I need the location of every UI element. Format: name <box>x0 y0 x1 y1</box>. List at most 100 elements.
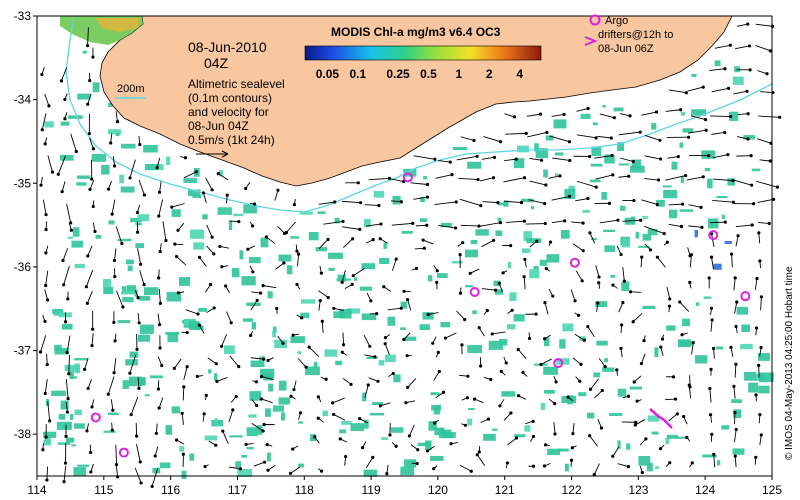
velocity-arrow <box>595 265 601 279</box>
chl-patch <box>671 161 678 170</box>
velocity-arrow <box>221 429 229 445</box>
chl-patch <box>77 464 90 467</box>
velocity-arrow <box>208 440 218 447</box>
velocity-arrow <box>369 312 379 316</box>
velocity-arrow <box>479 356 483 368</box>
chl-patch <box>378 360 385 366</box>
velocity-arrow <box>318 468 324 473</box>
velocity-arrow <box>711 130 727 135</box>
velocity-arrow <box>548 174 562 179</box>
chl-patch <box>554 152 564 156</box>
velocity-arrow <box>244 442 254 446</box>
velocity-arrow <box>291 333 300 337</box>
chl-patch <box>121 291 134 295</box>
chl-patch <box>278 380 287 391</box>
chl-patch <box>193 242 205 250</box>
chl-patch <box>666 434 678 439</box>
velocity-arrow <box>459 464 473 473</box>
chl-patch <box>43 431 57 438</box>
chl-patch <box>152 467 161 474</box>
velocity-arrow <box>40 113 47 132</box>
chl-patch <box>183 178 198 183</box>
chl-patch <box>631 159 642 169</box>
velocity-arrow <box>112 248 117 263</box>
velocity-arrow <box>87 113 91 136</box>
chl-patch <box>501 391 516 397</box>
chl-patch <box>379 257 390 265</box>
chl-patch <box>704 167 711 172</box>
chl-patch <box>92 82 100 93</box>
velocity-arrow <box>435 280 439 290</box>
velocity-arrow <box>343 237 355 248</box>
velocity-arrow <box>588 378 599 391</box>
velocity-arrow <box>475 453 486 466</box>
chl-patch <box>497 202 506 206</box>
chl-patch <box>751 168 761 172</box>
velocity-arrow <box>157 199 164 218</box>
velocity-arrow <box>277 335 285 345</box>
velocity-arrow <box>548 240 553 247</box>
velocity-arrow <box>414 246 426 250</box>
chl-patch <box>300 312 310 319</box>
velocity-arrow <box>63 112 68 121</box>
velocity-arrow <box>456 154 479 161</box>
velocity-arrow <box>134 467 143 485</box>
velocity-scale-arrow <box>196 150 229 158</box>
chl-patch <box>743 135 756 140</box>
velocity-arrow <box>527 332 532 341</box>
velocity-arrow <box>665 397 678 401</box>
coastal-chl-peak <box>95 18 140 32</box>
velocity-arrow <box>39 176 43 187</box>
chl-patch <box>622 238 630 248</box>
velocity-arrow <box>205 177 214 192</box>
chl-patch <box>400 301 408 309</box>
chl-patch <box>668 209 678 219</box>
velocity-arrow <box>481 288 498 292</box>
chl-patch <box>533 265 539 270</box>
velocity-arrow <box>639 437 648 446</box>
chl-patch <box>663 189 677 199</box>
velocity-arrow <box>593 153 614 159</box>
velocity-arrow <box>644 155 663 161</box>
chl-patch <box>71 240 84 248</box>
velocity-arrow <box>385 464 389 476</box>
chl-patch <box>724 241 732 244</box>
velocity-arrow <box>666 286 672 301</box>
chl-patch <box>514 434 526 438</box>
chl-patch <box>557 448 569 452</box>
velocity-arrow <box>44 270 49 288</box>
chl-patch <box>499 338 508 346</box>
velocity-arrow <box>43 379 48 396</box>
velocity-arrow <box>658 444 665 451</box>
chl-patch <box>74 358 88 361</box>
velocity-arrow <box>56 155 66 176</box>
velocity-arrow <box>390 200 403 204</box>
velocity-arrow <box>632 375 642 384</box>
velocity-arrow <box>158 289 163 305</box>
chl-patch <box>562 323 574 332</box>
velocity-arrow <box>225 193 229 204</box>
velocity-arrow <box>458 287 463 295</box>
chl-patch <box>465 285 474 288</box>
chl-patch <box>361 313 377 321</box>
chl-patch <box>741 324 751 332</box>
colorbar <box>304 45 542 61</box>
velocity-arrow <box>318 290 330 300</box>
velocity-arrow <box>552 157 572 163</box>
velocity-arrow <box>41 443 45 452</box>
chl-patch <box>77 175 91 179</box>
chl-patch <box>235 461 241 468</box>
chl-patch <box>613 107 624 112</box>
velocity-arrow <box>251 399 259 408</box>
velocity-arrow <box>691 340 695 355</box>
velocity-arrow <box>185 309 200 316</box>
velocity-arrow <box>666 135 691 139</box>
chl-patch <box>324 349 338 357</box>
chl-patch <box>101 164 110 175</box>
velocity-arrow <box>572 243 585 253</box>
chl-patch <box>638 245 650 248</box>
chl-patch <box>208 369 212 374</box>
chl-patch <box>128 376 142 387</box>
velocity-arrow <box>575 376 582 383</box>
velocity-arrow <box>224 284 230 294</box>
